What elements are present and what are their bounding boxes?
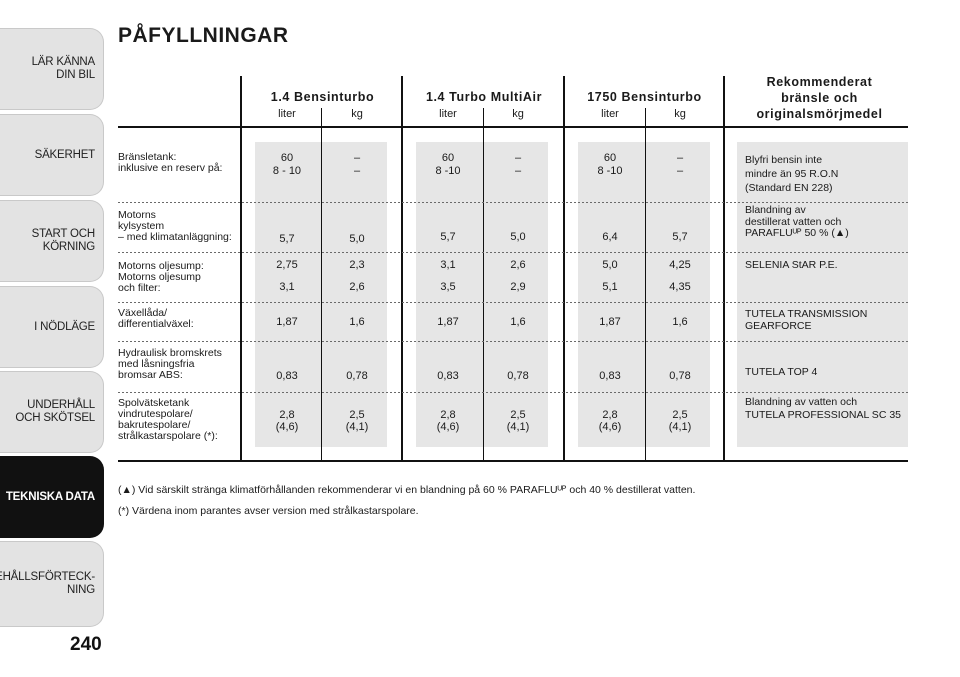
value-cell: 60 8 -10: [435, 152, 461, 177]
unit-liter: liter: [439, 108, 457, 120]
value-cell: 2,75 3,1: [276, 259, 298, 293]
tab-i-nodlage[interactable]: I NÖDLÄGE: [0, 286, 104, 368]
row-divider: [118, 392, 908, 393]
unit-divider: [645, 108, 646, 462]
value-cell: 3,1 3,5: [440, 259, 456, 293]
page-title: PÅFYLLNINGAR: [118, 24, 289, 47]
value-cell: 1,87: [437, 316, 459, 328]
unit-kg: kg: [674, 108, 686, 120]
value-cell: 2,3 2,6: [349, 259, 365, 293]
tab-lar-kanna-din-bil[interactable]: LÄR KÄNNA DIN BIL: [0, 28, 104, 110]
unit-kg: kg: [351, 108, 363, 120]
row-divider: [118, 341, 908, 342]
column-divider: [723, 76, 725, 462]
value-cell: 2,6 2,9: [510, 259, 526, 293]
column-divider: [563, 76, 565, 462]
footer-rule: [118, 460, 908, 462]
row-label-washer-tank: Spolvätsketank vindrutespolare/ bakrutes…: [118, 397, 218, 442]
value-cell: 0,83: [599, 370, 621, 382]
value-cell: – –: [514, 152, 522, 177]
header-rule: [118, 126, 908, 128]
value-cell: 1,6: [672, 316, 688, 328]
value-cell: 0,78: [346, 370, 368, 382]
tab-underhall-och-skotsel[interactable]: UNDERHÅLL OCH SKÖTSEL: [0, 371, 104, 453]
value-cell: 2,5 (4,1): [345, 409, 369, 433]
value-cell: 0,83: [437, 370, 459, 382]
recommended-cell: TUTELA TRANSMISSION GEARFORCE: [745, 308, 868, 332]
value-cell: 0,83: [276, 370, 298, 382]
row-label-cooling-system: Motorns kylsystem – med klimatanläggning…: [118, 209, 232, 243]
value-cell: – –: [676, 152, 684, 177]
column-band-3: [578, 142, 710, 447]
footnote-paraflu: (▲) Vid särskilt stränga klimatförhållan…: [118, 484, 696, 496]
footnote-headlamp: (*) Värdena inom parantes avser version …: [118, 505, 419, 517]
value-cell: 5,0: [349, 233, 365, 245]
value-cell: 5,0 5,1: [602, 259, 618, 293]
column-divider: [401, 76, 403, 462]
row-label-brake-circuit: Hydraulisk bromskrets med låsningsfria b…: [118, 347, 222, 381]
row-label-fuel-tank: Bränsletank: inklusive en reserv på:: [118, 151, 223, 174]
column-header-3: 1750 Bensinturbo: [587, 90, 702, 104]
recommended-cell: Blyfri bensin inte mindre än 95 R.O.N (S…: [745, 154, 839, 194]
unit-liter: liter: [278, 108, 296, 120]
recommended-header: Rekommenderat bränsle och originalsmörjm…: [756, 75, 883, 121]
column-header-2: 1.4 Turbo MultiAir: [425, 90, 543, 104]
page-number: 240: [70, 634, 102, 655]
value-cell: 2,8 (4,6): [275, 409, 299, 433]
value-cell: 6,4: [602, 231, 618, 243]
value-cell: 5,7: [672, 231, 688, 243]
value-cell: 0,78: [669, 370, 691, 382]
value-cell: 1,87: [599, 316, 621, 328]
tab-start-och-korning[interactable]: START OCH KÖRNING: [0, 200, 104, 282]
unit-liter: liter: [601, 108, 619, 120]
row-divider: [118, 252, 908, 253]
row-divider: [118, 202, 908, 203]
unit-divider: [483, 108, 484, 462]
value-cell: 4,25 4,35: [669, 259, 691, 293]
value-cell: 2,5 (4,1): [506, 409, 530, 433]
value-cell: 5,7: [279, 233, 295, 245]
unit-kg: kg: [512, 108, 524, 120]
column-band-4: [737, 142, 908, 447]
value-cell: 1,6: [349, 316, 365, 328]
row-label-gearbox: Växellåda/ differentialväxel:: [118, 307, 194, 330]
tab-tekniska-data[interactable]: TEKNISKA DATA: [0, 456, 104, 538]
value-cell: 60 8 - 10: [272, 152, 302, 177]
value-cell: 2,8 (4,6): [598, 409, 622, 433]
row-label-oil-sump: Motorns oljesump: Motorns oljesump och f…: [118, 260, 204, 294]
value-cell: 1,87: [276, 316, 298, 328]
tab-innehallsforteckning[interactable]: INNEHÅLLSFÖRTECK- NING: [0, 541, 104, 627]
value-cell: 5,0: [510, 231, 526, 243]
unit-divider: [321, 108, 322, 462]
tab-sakerhet[interactable]: SÄKERHET: [0, 114, 104, 196]
value-cell: 60 8 -10: [597, 152, 623, 177]
recommended-cell: SELENIA StAR P.E.: [745, 259, 838, 271]
value-cell: 1,6: [510, 316, 526, 328]
value-cell: 2,5 (4,1): [668, 409, 692, 433]
column-header-1: 1.4 Bensinturbo: [270, 90, 375, 104]
recommended-cell: Blandning av vatten och TUTELA PROFESSIO…: [745, 396, 901, 421]
recommended-cell: Blandning av destillerat vatten och PARA…: [745, 204, 849, 239]
recommended-cell: TUTELA TOP 4: [745, 366, 818, 378]
column-divider: [240, 76, 242, 462]
value-cell: 5,7: [440, 231, 456, 243]
value-cell: 2,8 (4,6): [436, 409, 460, 433]
column-band-2: [416, 142, 548, 447]
row-divider: [118, 302, 908, 303]
value-cell: – –: [353, 152, 361, 177]
value-cell: 0,78: [507, 370, 529, 382]
